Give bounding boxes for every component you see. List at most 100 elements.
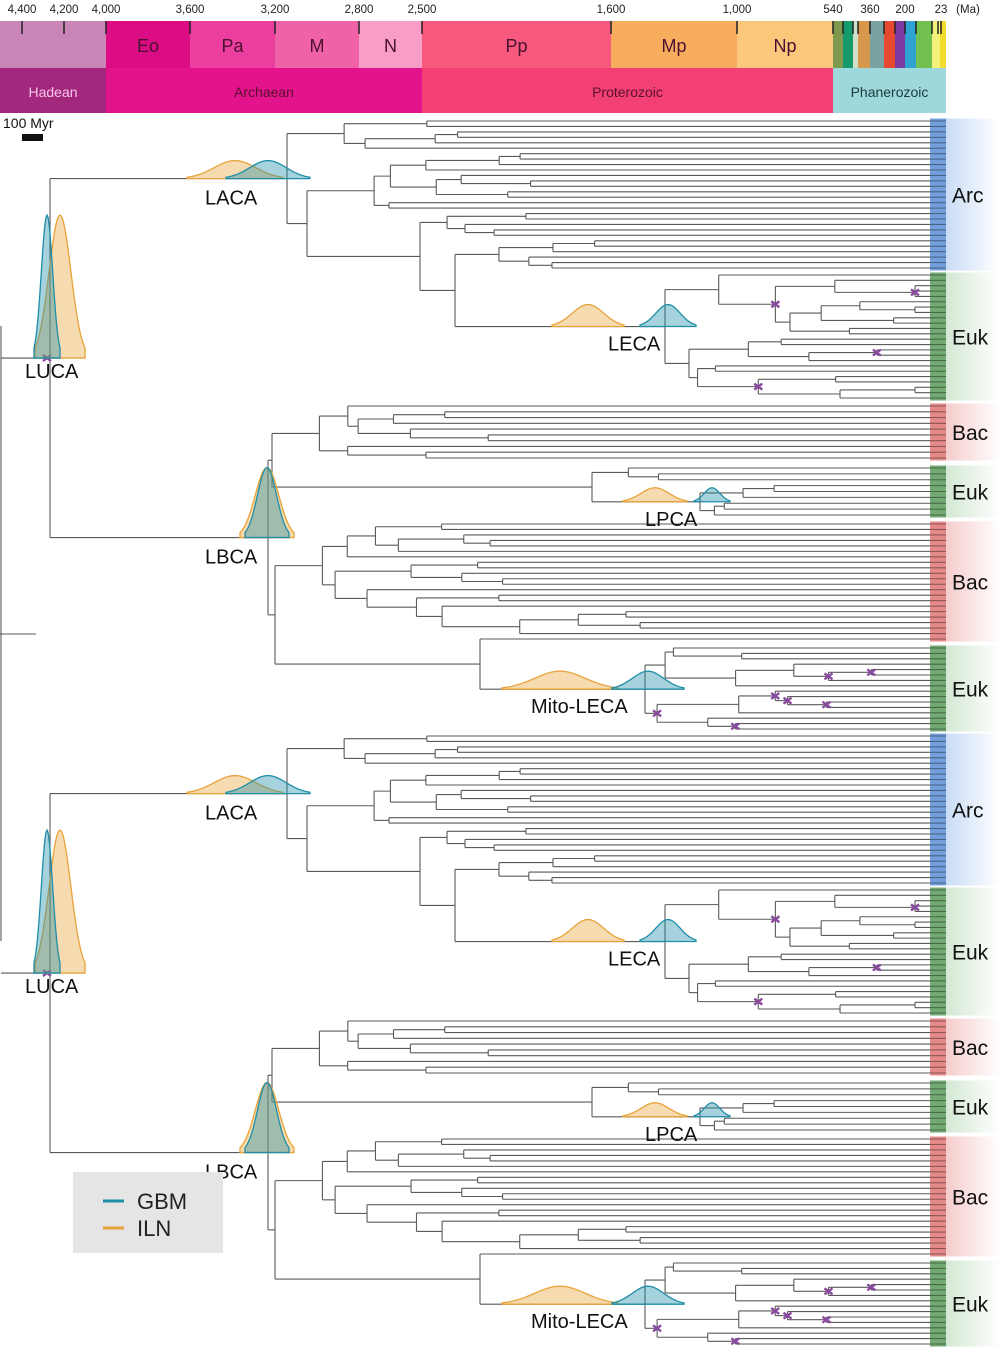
era-label: Pa (221, 36, 244, 56)
time-tick-label: 3,600 (176, 4, 205, 16)
calibration-marker (753, 997, 763, 1006)
clade-background (946, 1080, 1000, 1133)
node-label-luca: LUCA (25, 361, 79, 383)
calibration-marker (910, 288, 920, 297)
clade-label: Arc (952, 185, 984, 208)
calibration-marker (872, 963, 882, 972)
clade-background (946, 521, 1000, 642)
legend: GBM ILN (73, 1172, 223, 1253)
tree-panel: LUCALACALECALBCALPCAMito-LECAArcEukBacEu… (1, 118, 1000, 732)
iln-density-lpca (622, 1102, 688, 1118)
calibration-marker (823, 672, 834, 681)
calibration-marker (866, 668, 877, 677)
tree-panel: LUCALACALECALBCALPCAMito-LECAArcEukBacEu… (1, 733, 1000, 1347)
time-tick-label: 540 (823, 4, 842, 16)
time-tick-label: 4,400 (8, 4, 37, 16)
era-label: N (384, 36, 397, 56)
gbm-density-lpca (693, 487, 731, 503)
clade-strip (930, 1018, 946, 1076)
calibration-marker (782, 1311, 793, 1320)
node-label-lpca: LPCA (645, 509, 698, 531)
calibration-marker (770, 915, 781, 924)
clade-label: Bac (952, 1037, 988, 1060)
gbm-density-lbca (244, 466, 290, 539)
node-label-luca: LUCA (25, 976, 79, 998)
clade-strip (930, 645, 946, 732)
node-label-mito: Mito-LECA (531, 696, 628, 718)
gbm-density-luca (33, 213, 61, 359)
calibration-marker (652, 709, 662, 718)
clade-background (946, 118, 1000, 271)
legend-box (73, 1172, 223, 1253)
clade-label: Euk (952, 482, 989, 505)
period-band (833, 21, 843, 68)
clade-background (946, 465, 1000, 518)
clade-label: Bac (952, 572, 988, 595)
time-unit-label: (Ma) (956, 4, 980, 16)
calibration-marker (730, 722, 741, 731)
node-label-leca: LECA (608, 949, 661, 971)
eon-label: Hadean (28, 84, 77, 100)
time-tick-label: 2,800 (345, 4, 374, 16)
clade-background (946, 403, 1000, 461)
gbm-density-mito (611, 670, 685, 690)
calibration-marker (782, 696, 793, 705)
time-tick-label: 1,600 (597, 4, 626, 16)
geologic-timescale: Eo Pa M N Pp Mp Np Hadean Archaean Proterozoic Pha… (0, 4, 980, 113)
calibration-marker (866, 1283, 877, 1292)
clade-label: Arc (952, 800, 984, 823)
iln-density-mito (501, 670, 619, 690)
clade-label: Bac (952, 1187, 988, 1210)
node-label-lpca: LPCA (645, 1124, 698, 1146)
iln-density-luca (34, 214, 86, 359)
clade-strip (930, 887, 946, 1016)
period-band (858, 21, 870, 68)
clade-strip (930, 465, 946, 518)
period-band (932, 21, 940, 68)
clade-label: Euk (952, 1294, 989, 1317)
era-band (422, 21, 611, 68)
clade-strip (930, 1080, 946, 1133)
gbm-density-lbca (244, 1081, 290, 1154)
era-band (106, 21, 190, 68)
period-band (843, 21, 853, 68)
clade-label: Euk (952, 942, 989, 965)
time-tick-label: 200 (895, 4, 914, 16)
clade-label: Euk (952, 679, 989, 702)
clade-strip (930, 733, 946, 886)
gbm-density-mito (611, 1285, 685, 1305)
calibration-marker (652, 1324, 662, 1333)
calibration-marker (770, 300, 781, 309)
clade-background (946, 645, 1000, 732)
era-band (737, 21, 833, 68)
clade-background (946, 887, 1000, 1016)
era-band (190, 21, 275, 68)
clade-background (946, 1260, 1000, 1347)
era-label: Mp (661, 36, 686, 56)
calibration-marker (872, 348, 882, 357)
gbm-density-lpca (693, 1102, 731, 1118)
scale-bar-label: 100 Myr (3, 115, 54, 131)
clade-background (946, 733, 1000, 886)
iln-density-leca (551, 303, 625, 328)
node-label-laca: LACA (205, 188, 258, 210)
clade-background (946, 272, 1000, 401)
period-band (895, 21, 905, 68)
scale-bar: 100 Myr (3, 115, 54, 141)
period-band (870, 21, 884, 68)
period-band (905, 21, 916, 68)
time-tick-label: 3,200 (261, 4, 290, 16)
era-band (359, 21, 422, 68)
scale-bar-line (22, 134, 43, 141)
calibration-marker (821, 700, 832, 709)
clade-background (946, 1018, 1000, 1076)
iln-density-luca (34, 829, 86, 974)
eon-label: Archaean (234, 84, 294, 100)
eon-label: Proterozoic (592, 84, 663, 100)
node-label-leca: LECA (608, 334, 661, 356)
calibration-marker (910, 903, 920, 912)
clade-label: Euk (952, 327, 989, 350)
clade-strip (930, 403, 946, 461)
clade-strip (930, 272, 946, 401)
